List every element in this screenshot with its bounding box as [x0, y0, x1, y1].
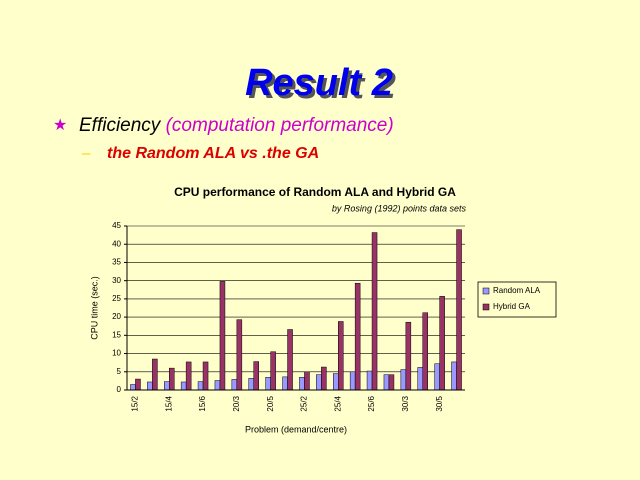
bar [169, 367, 175, 391]
bar [417, 367, 423, 391]
bar [282, 376, 288, 391]
bar [270, 351, 276, 391]
bar [349, 371, 356, 391]
x-tick-label: 15/2 [131, 395, 140, 411]
bar [451, 361, 457, 391]
bar [456, 229, 462, 391]
y-tick-label: 45 [112, 221, 121, 230]
bar [164, 381, 170, 391]
x-tick-label: 20/5 [266, 395, 275, 411]
legend-label: Hybrid GA [493, 302, 531, 311]
bar [248, 378, 254, 391]
bar [231, 379, 238, 391]
bar [287, 329, 293, 391]
chart-title: CPU performance of Random ALA and Hybrid… [174, 185, 456, 199]
bar [214, 380, 221, 391]
bar [197, 381, 204, 391]
bar [405, 321, 412, 391]
bar [333, 373, 339, 391]
x-tick-label: 30/3 [401, 395, 410, 411]
x-axis-label: Problem (demand/centre) [245, 424, 347, 434]
bar [422, 312, 428, 391]
bar [299, 376, 305, 391]
bar [400, 369, 407, 391]
y-tick-label: 35 [112, 258, 121, 267]
bar [219, 281, 226, 391]
y-axis-label: CPU time (sec.) [89, 276, 99, 340]
y-tick-label: 25 [112, 294, 121, 303]
bar [354, 282, 361, 391]
chart-subtitle: by Rosing (1992) points data sets [332, 203, 467, 213]
y-tick-label: 0 [117, 385, 122, 394]
bar [147, 381, 153, 391]
bullet: Efficiency (computation performance) [79, 115, 394, 136]
bullet-star: ★ [53, 117, 67, 134]
y-tick-label: 5 [117, 367, 122, 376]
bar [371, 232, 378, 391]
x-tick-label: 15/4 [164, 395, 173, 411]
x-tick-label: 15/6 [198, 395, 207, 411]
bar [180, 381, 187, 391]
bar [152, 358, 158, 391]
bar [434, 363, 440, 391]
bar [304, 371, 310, 391]
bar [366, 370, 373, 391]
bar [316, 374, 322, 391]
slide-title: Result 2 [245, 62, 393, 104]
x-tick-label: 25/2 [300, 395, 309, 411]
legend-label: Random ALA [493, 286, 541, 295]
bar [202, 361, 209, 391]
bar [185, 361, 192, 391]
y-tick-label: 10 [112, 349, 121, 358]
bar [338, 321, 344, 391]
legend-box [477, 281, 557, 318]
y-tick-label: 15 [112, 330, 121, 339]
bullet-text: Efficiency [79, 115, 162, 136]
legend-swatch [482, 303, 490, 311]
sub-bullet-dash: – [82, 145, 91, 162]
bar [265, 376, 271, 391]
y-tick-label: 20 [112, 312, 121, 321]
x-tick-label: 25/4 [333, 395, 342, 411]
bar [135, 378, 141, 391]
sub-bullet: the Random ALA vs .the GA [107, 145, 319, 162]
bar [383, 374, 390, 391]
x-tick-label: 30/5 [435, 395, 444, 411]
bar [321, 366, 327, 391]
bar [130, 384, 136, 391]
bar [439, 296, 445, 391]
legend-swatch [482, 287, 490, 295]
y-tick-label: 30 [112, 276, 121, 285]
bar [253, 361, 259, 391]
x-tick-label: 25/6 [367, 395, 376, 411]
y-tick-label: 40 [112, 239, 121, 248]
bullet-paren: (computation performance) [166, 115, 394, 136]
title-shadow: Result 2 [248, 65, 396, 107]
x-tick-label: 20/3 [232, 395, 241, 411]
bar [388, 374, 395, 391]
bar [236, 319, 243, 391]
